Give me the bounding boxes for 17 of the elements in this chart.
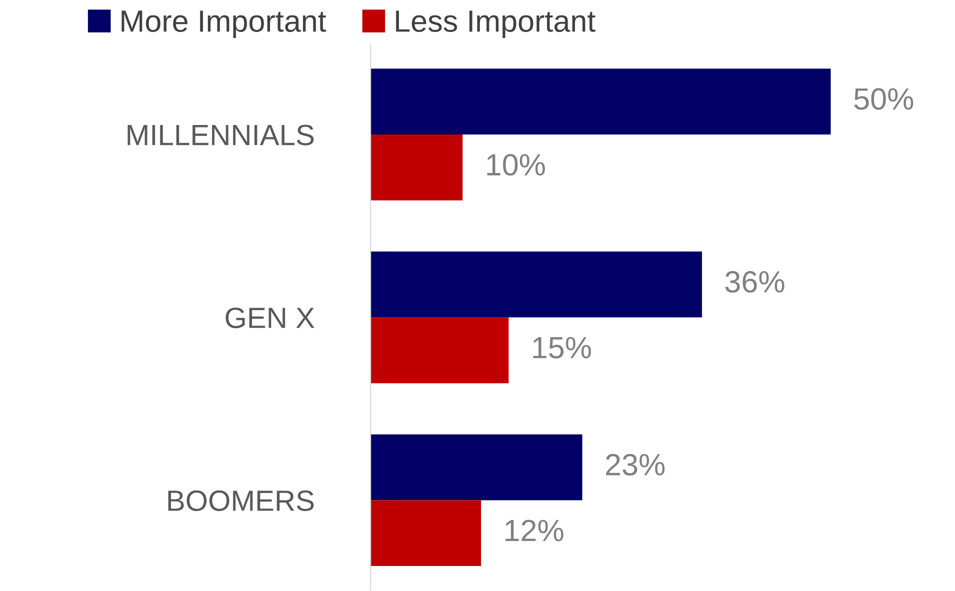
data-label: 23% [606, 454, 665, 476]
data-label: 10% [487, 154, 545, 176]
bar [370, 317, 509, 384]
data-label: 50% [854, 88, 914, 110]
bar [370, 68, 831, 135]
bar [370, 434, 582, 500]
bar [370, 500, 482, 566]
bar [370, 134, 463, 200]
legend-label: More Important [122, 10, 326, 38]
y-tick-label: GEN X [226, 308, 314, 328]
data-label: 15% [533, 336, 591, 358]
y-tick-label: BOOMERS [168, 490, 314, 512]
legend-label: Less Important [396, 10, 596, 38]
y-tick-label: MILLENNIALS [128, 124, 314, 146]
bar [370, 252, 702, 318]
data-label: 36% [725, 271, 784, 293]
data-label: 12% [506, 520, 564, 542]
